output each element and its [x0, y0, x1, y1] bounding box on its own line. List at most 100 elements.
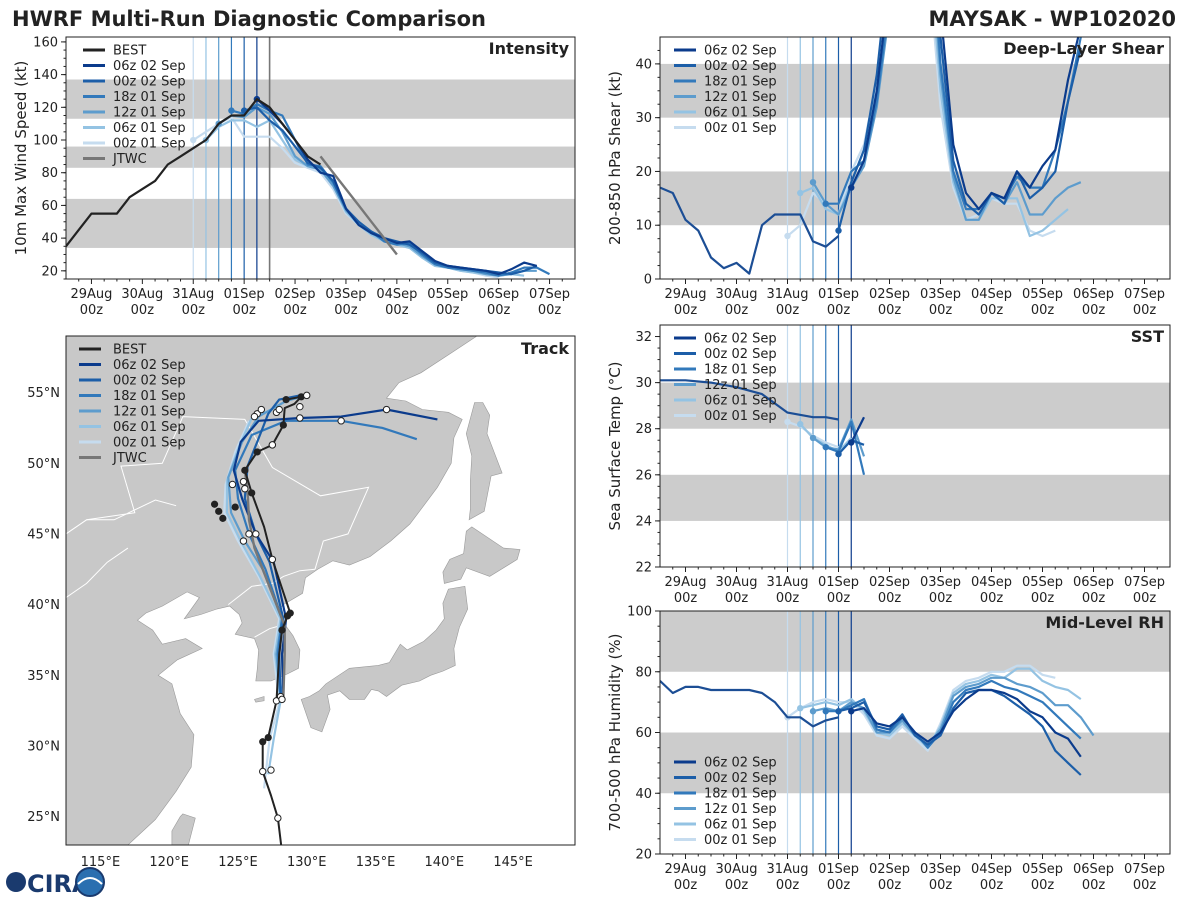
x-tick-label: 00z	[827, 591, 851, 606]
shaded-band	[660, 63, 1170, 118]
storm-id: MAYSAK - WP102020	[928, 7, 1176, 31]
forecast-start-point	[822, 443, 829, 451]
sakhalin	[465, 402, 503, 521]
x-tick-label: 00z	[929, 303, 953, 318]
chart-title: Track	[521, 339, 569, 358]
x-tick-label: 06Sep	[478, 287, 519, 302]
x-tick-label: 30Aug	[716, 575, 758, 590]
x-tick-label: 00z	[385, 303, 409, 318]
legend-entry: 00z 01 Sep	[113, 436, 186, 451]
x-tick-label: 00z	[929, 878, 953, 893]
legend-entry: 06z 01 Sep	[113, 420, 186, 435]
legend-entry: 18z 01 Sep	[113, 90, 186, 105]
legend-entry: 12z 01 Sep	[113, 405, 186, 420]
x-tick-label: 00z	[182, 303, 206, 318]
lon-tick-label: 125°E	[218, 855, 258, 870]
shaded-band	[66, 198, 575, 248]
x-tick-label: 31Aug	[172, 287, 214, 302]
x-tick-label: 04Sep	[971, 287, 1012, 302]
forecast-day-point	[278, 695, 286, 704]
x-tick-label: 00z	[80, 303, 104, 318]
legend-entry: 12z 01 Sep	[113, 106, 186, 121]
y-tick-label: 0	[644, 273, 652, 288]
sst-chart: 22242628303229Aug00z30Aug00z31Aug00z01Se…	[606, 324, 1171, 606]
x-tick-label: 00z	[1031, 591, 1055, 606]
chart-title: Deep-Layer Shear	[1003, 39, 1164, 58]
x-tick-label: 00z	[929, 591, 953, 606]
shaded-band	[660, 611, 1170, 672]
legend-entry: JTWC	[112, 152, 147, 167]
cira-logo: CIRA	[6, 867, 105, 898]
lon-tick-label: 135°E	[356, 855, 396, 870]
figure-title: HWRF Multi-Run Diagnostic Comparison	[12, 7, 486, 31]
chart-title: Mid-Level RH	[1045, 613, 1164, 632]
best-track-line	[243, 395, 303, 845]
best-track-point	[241, 466, 249, 474]
x-tick-label: 02Sep	[869, 287, 910, 302]
forecast-start-point	[835, 227, 842, 234]
legend-entry: 06z 02 Sep	[704, 756, 777, 771]
best-track-point	[231, 503, 239, 511]
legend-entry: 00z 02 Sep	[704, 347, 777, 362]
x-tick-label: 00z	[725, 303, 749, 318]
best-track-point	[253, 448, 261, 456]
forecast-series-line	[800, 667, 1082, 749]
hokkaido	[442, 526, 521, 584]
legend-entry: 12z 01 Sep	[704, 90, 777, 105]
legend-entry: 06z 01 Sep	[704, 818, 777, 833]
x-tick-label: 03Sep	[325, 287, 366, 302]
forecast-start-point	[190, 136, 197, 144]
x-tick-label: 02Sep	[275, 287, 316, 302]
best-track-point	[215, 507, 223, 515]
y-tick-label: 30	[635, 111, 652, 126]
y-tick-label: 20	[635, 165, 652, 180]
best-track-line	[660, 186, 840, 275]
forecast-start-point	[784, 418, 791, 425]
plot-area	[660, 37, 1170, 279]
y-tick-label: 80	[41, 166, 58, 181]
forecast-series-line	[799, 37, 1069, 238]
lon-tick-label: 115°E	[81, 855, 121, 870]
x-tick-label: 05Sep	[427, 287, 468, 302]
x-tick-label: 00z	[674, 878, 698, 893]
lat-tick-label: 55°N	[27, 386, 60, 401]
jeju-island	[254, 696, 265, 703]
best-track-point	[278, 626, 286, 634]
y-tick-label: 28	[635, 422, 652, 437]
x-tick-label: 29Aug	[665, 575, 707, 590]
forecast-start-point	[797, 420, 804, 428]
lat-tick-label: 25°N	[27, 810, 60, 825]
y-tick-label: 100	[627, 605, 652, 620]
forecast-day-point	[257, 405, 266, 414]
forecast-day-point	[296, 414, 304, 422]
plot-area	[66, 37, 575, 279]
x-tick-label: 07Sep	[1124, 287, 1165, 302]
forecast-series-line	[218, 106, 537, 277]
y-tick-label: 60	[41, 199, 58, 214]
logo-globe-icon	[6, 872, 26, 892]
x-tick-label: 00z	[980, 591, 1004, 606]
y-tick-label: 40	[41, 232, 58, 247]
best-track-point	[283, 612, 292, 620]
x-tick-label: 00z	[827, 303, 851, 318]
x-tick-label: 02Sep	[869, 862, 910, 877]
x-tick-label: 00z	[674, 591, 698, 606]
border-line	[66, 547, 129, 599]
x-tick-label: 00z	[1031, 303, 1055, 318]
forecast-series-line	[851, 688, 1082, 758]
x-tick-label: 00z	[827, 878, 851, 893]
honshu	[300, 585, 469, 733]
legend-entry: 06z 02 Sep	[113, 59, 186, 74]
best-track-line	[660, 379, 839, 421]
x-tick-label: 00z	[1133, 591, 1157, 606]
forecast-day-point	[296, 402, 304, 411]
y-axis-label: 200-850 hPa Shear (kt)	[606, 71, 624, 245]
shaded-band	[660, 732, 1170, 794]
forecast-start-point	[822, 708, 829, 715]
plot-area	[660, 325, 1170, 567]
forecast-series-line	[256, 98, 538, 276]
shaded-band	[660, 171, 1170, 226]
x-tick-label: 04Sep	[971, 575, 1012, 590]
y-tick-label: 24	[635, 514, 652, 529]
forecast-day-point	[337, 417, 345, 425]
